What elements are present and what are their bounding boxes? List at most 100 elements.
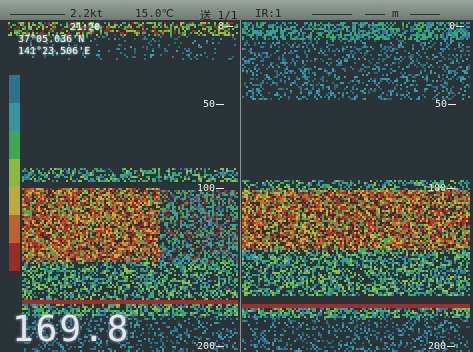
- dense-echo-layer: [116, 254, 118, 256]
- dense-echo-layer: [72, 236, 74, 238]
- dense-echo-layer: [46, 222, 48, 224]
- scattering-layer: [134, 176, 136, 178]
- dense-echo-layer: [104, 196, 106, 198]
- dense-echo-layer: [158, 230, 160, 232]
- surface-return: [382, 28, 384, 30]
- scattering-layer: [382, 186, 384, 188]
- scattering-layer: [180, 176, 182, 178]
- dense-echo-layer: [84, 252, 86, 254]
- surface-return: [386, 30, 388, 32]
- dense-echo-layer: [118, 198, 120, 200]
- scattering-layer: [382, 188, 384, 190]
- plankton-layer: [440, 52, 442, 54]
- surface-return: [272, 24, 274, 26]
- dense-echo-layer: [70, 238, 72, 240]
- plankton-layer: [318, 90, 320, 92]
- plankton-layer: [282, 74, 284, 76]
- dense-echo-layer: [40, 242, 42, 244]
- dense-echo-layer: [80, 250, 82, 252]
- scattering-layer: [222, 174, 224, 176]
- plankton-layer: [442, 68, 444, 70]
- plankton-layer: [244, 42, 246, 44]
- dense-echo-layer: [128, 234, 130, 236]
- surface-return: [230, 22, 232, 24]
- plankton-layer: [424, 88, 426, 90]
- surface-return: [228, 22, 230, 24]
- surface-return: [142, 30, 144, 32]
- surface-return: [194, 30, 196, 32]
- dense-echo-layer: [60, 224, 62, 226]
- dense-echo-layer: [156, 194, 158, 196]
- dense-echo-layer: [142, 258, 144, 260]
- scattering-layer: [296, 184, 298, 186]
- dense-echo-layer: [172, 218, 174, 220]
- dense-echo-layer: [104, 234, 106, 236]
- plankton-layer: [392, 62, 394, 64]
- dense-echo-layer: [58, 254, 60, 256]
- plankton-layer: [340, 62, 342, 64]
- dense-echo-layer: [72, 260, 74, 262]
- dense-echo-layer: [164, 212, 166, 214]
- plankton-layer: [390, 64, 392, 66]
- dense-echo-layer: [118, 232, 120, 234]
- dense-echo-layer: [124, 244, 126, 246]
- dense-echo-layer: [68, 190, 70, 192]
- dense-echo-layer: [128, 250, 130, 252]
- surface-return: [348, 26, 350, 28]
- plankton-layer: [134, 52, 136, 54]
- dense-echo-layer: [144, 236, 146, 238]
- surface-return: [344, 22, 346, 24]
- scattering-layer: [90, 178, 92, 180]
- dense-echo-layer: [68, 220, 70, 222]
- scattering-layer: [90, 172, 92, 174]
- dense-echo-layer: [34, 248, 36, 250]
- plankton-layer: [366, 52, 368, 54]
- surface-return: [272, 28, 274, 30]
- plankton-layer: [466, 72, 468, 74]
- plankton-layer: [366, 66, 368, 68]
- dense-echo-layer: [46, 190, 48, 192]
- plankton-layer: [302, 72, 304, 74]
- dense-echo-layer: [132, 208, 134, 210]
- plankton-layer: [322, 76, 324, 78]
- dense-echo-layer: [142, 212, 144, 214]
- dense-echo-layer: [90, 252, 92, 254]
- dense-echo-layer: [78, 198, 80, 200]
- plankton-layer: [448, 44, 450, 46]
- surface-return: [36, 28, 38, 30]
- surface-return: [372, 32, 374, 34]
- dense-echo-layer: [38, 240, 40, 242]
- surface-return: [8, 24, 10, 26]
- dense-echo-layer: [100, 232, 102, 234]
- surface-return: [364, 38, 366, 40]
- surface-return: [328, 32, 330, 34]
- plankton-layer: [450, 92, 452, 94]
- surface-return: [438, 30, 440, 32]
- dense-echo-layer: [90, 218, 92, 220]
- dense-echo-layer: [44, 200, 46, 202]
- dense-echo-layer: [28, 192, 30, 194]
- dense-echo-layer: [54, 232, 56, 234]
- plankton-layer: [330, 90, 332, 92]
- dense-echo-layer: [106, 248, 108, 250]
- plankton-layer: [408, 52, 410, 54]
- plankton-layer: [400, 44, 402, 46]
- plankton-layer: [320, 84, 322, 86]
- dense-echo-layer: [158, 260, 160, 262]
- plankton-layer: [312, 46, 314, 48]
- scattering-layer: [318, 184, 320, 186]
- surface-return: [100, 32, 102, 34]
- plankton-layer: [406, 94, 408, 96]
- surface-return: [86, 34, 88, 36]
- scattering-layer: [250, 184, 252, 186]
- dense-echo-layer: [40, 216, 42, 218]
- plankton-layer: [334, 84, 336, 86]
- dense-echo-layer: [162, 256, 164, 258]
- dense-echo-layer: [108, 214, 110, 216]
- dense-echo-layer: [82, 258, 84, 260]
- plankton-layer: [344, 76, 346, 78]
- dense-echo-layer: [94, 202, 96, 204]
- scattering-layer: [310, 188, 312, 190]
- surface-return: [124, 22, 126, 24]
- dense-echo-layer: [74, 216, 76, 218]
